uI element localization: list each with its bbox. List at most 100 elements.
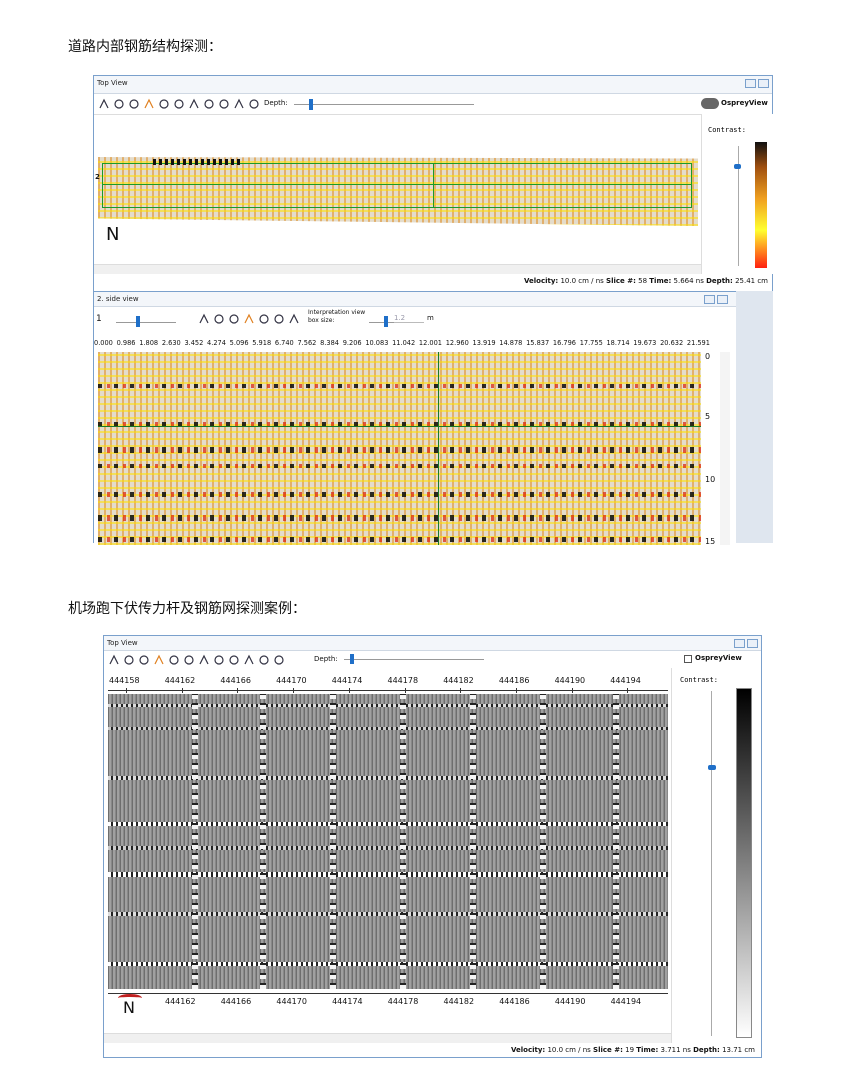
tool-icon[interactable] bbox=[109, 654, 119, 665]
contrast-slider[interactable] bbox=[711, 691, 712, 1036]
distance-tick: 1.808 bbox=[139, 339, 159, 347]
tool-icon[interactable] bbox=[169, 655, 179, 665]
tool-icon[interactable] bbox=[259, 655, 269, 665]
window-button[interactable] bbox=[717, 295, 728, 304]
toolbar-icons[interactable] bbox=[108, 653, 288, 667]
top-tick-label: 444170 bbox=[276, 676, 307, 685]
rebar-band bbox=[98, 492, 701, 497]
side-slider[interactable] bbox=[116, 322, 176, 323]
distance-tick: 3.452 bbox=[184, 339, 204, 347]
checkbox[interactable] bbox=[684, 655, 692, 663]
rebar-row bbox=[108, 822, 668, 826]
tool-icon[interactable] bbox=[139, 655, 149, 665]
tool-icon[interactable] bbox=[214, 314, 224, 324]
grid-line bbox=[102, 184, 692, 185]
slider-thumb[interactable] bbox=[384, 316, 388, 327]
tool-icon[interactable] bbox=[114, 99, 124, 109]
status-label: Depth: bbox=[706, 277, 733, 285]
status-bar: Velocity: 10.0 cm / ns Slice #: 58 Time:… bbox=[524, 277, 768, 285]
heading: 机场跑下伏传力杆及钢筋网探测案例： bbox=[68, 601, 306, 617]
slider-thumb[interactable] bbox=[136, 316, 140, 327]
distance-tick: 14.878 bbox=[499, 339, 523, 347]
tool-icon[interactable] bbox=[159, 99, 169, 109]
h-scrollbar[interactable] bbox=[94, 264, 701, 274]
slider-thumb[interactable] bbox=[309, 99, 313, 110]
bottom-tick-label: 444190 bbox=[554, 997, 586, 1006]
depth-slider[interactable] bbox=[294, 104, 474, 105]
window-button[interactable] bbox=[734, 639, 745, 648]
rebar-band bbox=[98, 464, 701, 468]
rebar-band bbox=[98, 422, 701, 427]
tool-icon[interactable] bbox=[229, 655, 239, 665]
status-label: Time: bbox=[649, 277, 672, 285]
contrast-slider[interactable] bbox=[738, 146, 739, 266]
tool-icon[interactable] bbox=[274, 314, 284, 324]
tool-icon[interactable] bbox=[244, 654, 254, 665]
depth-slider[interactable] bbox=[344, 659, 484, 660]
cursor-line bbox=[438, 352, 439, 545]
rebar-band bbox=[98, 447, 701, 453]
dowel-column bbox=[330, 694, 336, 989]
gpr-top-image bbox=[98, 157, 698, 226]
rebar-row bbox=[108, 704, 668, 707]
status-value: 19 bbox=[625, 1046, 635, 1054]
toggle[interactable] bbox=[701, 98, 719, 109]
rebar-band bbox=[153, 159, 243, 165]
distance-tick: 21.591 bbox=[686, 339, 710, 347]
tool-icon[interactable] bbox=[244, 313, 254, 324]
toolbar-icons[interactable] bbox=[98, 97, 263, 111]
window-button[interactable] bbox=[704, 295, 715, 304]
status-value: 3.711 ns bbox=[660, 1046, 691, 1054]
depth-tick: 5 bbox=[705, 412, 711, 421]
h-scrollbar[interactable] bbox=[104, 1033, 671, 1043]
distance-tick: 18.714 bbox=[606, 339, 630, 347]
tool-icon[interactable] bbox=[289, 313, 299, 324]
tool-icon[interactable] bbox=[199, 313, 209, 324]
top-tick-label: 444178 bbox=[387, 676, 419, 685]
status-value: 25.41 cm bbox=[735, 277, 768, 285]
box-size-label: Interpretation view box size: bbox=[308, 309, 366, 324]
marker: 2 bbox=[95, 173, 100, 181]
tool-icon[interactable] bbox=[184, 655, 194, 665]
tool-icon[interactable] bbox=[249, 99, 259, 109]
top-tick-label: 444194 bbox=[610, 676, 641, 685]
contrast-thumb[interactable] bbox=[708, 765, 716, 770]
status-label: Velocity: bbox=[510, 1046, 546, 1054]
tool-icon[interactable] bbox=[259, 314, 269, 324]
dowel-column bbox=[540, 694, 546, 989]
tool-icon[interactable] bbox=[189, 98, 199, 109]
brand: OspreyView bbox=[695, 654, 742, 662]
v-scrollbar[interactable] bbox=[720, 352, 730, 545]
slider-thumb[interactable] bbox=[350, 654, 354, 664]
tool-icon[interactable] bbox=[129, 99, 139, 109]
tool-icon[interactable] bbox=[99, 98, 109, 109]
tool-icon[interactable] bbox=[144, 98, 154, 109]
status-bar: Velocity: 10.0 cm / ns Slice #: 19 Time:… bbox=[511, 1046, 755, 1054]
depth-tick: 0 bbox=[705, 352, 711, 361]
window-button[interactable] bbox=[747, 639, 758, 648]
status-label: Slice #: bbox=[593, 1046, 623, 1054]
tool-icon[interactable] bbox=[174, 99, 184, 109]
grid-image bbox=[108, 694, 668, 989]
distance-tick: 0.000 bbox=[94, 339, 113, 347]
tool-icon[interactable] bbox=[124, 655, 134, 665]
tool-icon[interactable] bbox=[229, 314, 239, 324]
contrast-thumb[interactable] bbox=[734, 164, 741, 169]
bottom-tick-label: 444182 bbox=[443, 997, 475, 1006]
window-button[interactable] bbox=[758, 79, 769, 88]
tool-icon[interactable] bbox=[234, 98, 244, 109]
tool-icon[interactable] bbox=[219, 99, 229, 109]
distance-tick: 11.042 bbox=[392, 339, 416, 347]
window-button[interactable] bbox=[745, 79, 756, 88]
toolbar-icons[interactable] bbox=[198, 312, 303, 326]
tool-icon[interactable] bbox=[204, 99, 214, 109]
distance-tick: 8.384 bbox=[320, 339, 339, 347]
box-input[interactable]: 1.2 bbox=[394, 314, 424, 323]
rebar-row bbox=[108, 912, 668, 916]
tool-icon[interactable] bbox=[199, 654, 209, 665]
tool-icon[interactable] bbox=[274, 655, 284, 665]
status-label: Depth: bbox=[693, 1046, 720, 1054]
top-tick-label: 444186 bbox=[498, 676, 530, 685]
tool-icon[interactable] bbox=[214, 655, 224, 665]
tool-icon[interactable] bbox=[154, 654, 164, 665]
